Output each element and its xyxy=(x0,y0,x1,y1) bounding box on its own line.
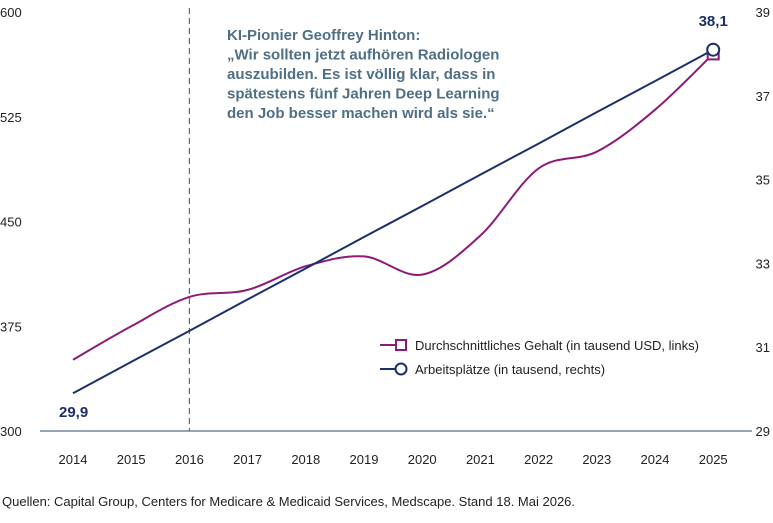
y-right-tick-label: 39 xyxy=(756,5,770,20)
x-tick-label: 2017 xyxy=(233,452,262,467)
y-right-tick-label: 29 xyxy=(756,424,770,439)
line-chart: 2014 2015 2016 2017 2018 2019 2020 2021 2022 2023… xyxy=(0,5,770,467)
y-left-tick-label: 300 xyxy=(0,424,22,439)
value-label-first: 29,9 xyxy=(59,404,88,421)
legend-label: Durchschnittliches Gehalt (in tausend US… xyxy=(415,338,699,353)
y-left-tick-label: 450 xyxy=(0,215,22,230)
quote-line: den Job besser machen wird als sie.“ xyxy=(227,105,495,122)
x-tick-label: 2018 xyxy=(291,452,320,467)
series-lines xyxy=(72,42,721,395)
source-note: Quellen: Capital Group, Centers for Medi… xyxy=(2,494,576,509)
y-left-tick-label: 375 xyxy=(0,319,22,334)
y-right-tick-label: 37 xyxy=(756,89,770,104)
quote-annotation: KI-Pionier Geoffrey Hinton: „Wir sollten … xyxy=(227,27,500,122)
x-tick-label: 2022 xyxy=(524,452,553,467)
x-tick-label: 2014 xyxy=(59,452,88,467)
x-tick-label: 2021 xyxy=(466,452,495,467)
quote-line: auszubilden. Es ist völlig klar, dass in xyxy=(227,66,495,83)
y-right-tick-label: 35 xyxy=(756,173,770,188)
y-right-tick-label: 33 xyxy=(756,256,770,271)
legend-marker-square xyxy=(395,339,407,351)
series-line-left xyxy=(72,53,714,361)
x-tick-label: 2020 xyxy=(408,452,437,467)
x-tick-label: 2016 xyxy=(175,452,204,467)
x-tick-label: 2019 xyxy=(350,452,379,467)
quote-line: „Wir sollten jetzt aufhören Radiologen xyxy=(227,47,499,64)
y-left-tick-label: 525 xyxy=(0,110,22,125)
series-line-right xyxy=(72,48,714,395)
value-label-last: 38,1 xyxy=(699,13,728,30)
y-left-tick-label: 600 xyxy=(0,5,22,20)
x-tick-label: 2025 xyxy=(699,452,728,467)
quote-line: spätestens fünf Jahren Deep Learning xyxy=(227,86,500,103)
legend: Durchschnittliches Gehalt (in tausend US… xyxy=(380,338,699,377)
x-tick-label: 2023 xyxy=(582,452,611,467)
x-tick-label: 2015 xyxy=(117,452,146,467)
legend-label: Arbeitsplätze (in tausend, rechts) xyxy=(415,362,605,377)
x-tick-label: 2024 xyxy=(641,452,670,467)
legend-marker-circle xyxy=(394,362,408,376)
axes: 2014 2015 2016 2017 2018 2019 2020 2021 2022 2023… xyxy=(0,5,770,467)
quote-line: KI-Pionier Geoffrey Hinton: xyxy=(227,27,420,44)
value-labels: 29,9 38,1 xyxy=(59,13,728,421)
y-right-tick-label: 31 xyxy=(756,340,770,355)
series-end-marker-circle xyxy=(706,42,721,57)
